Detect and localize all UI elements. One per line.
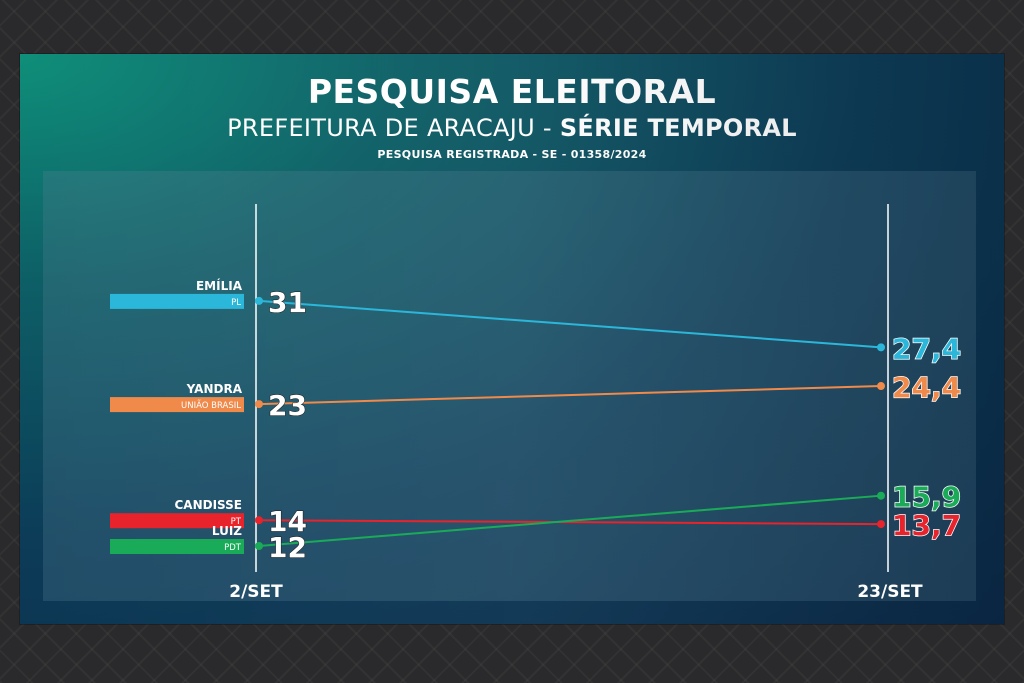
party-label-emilia: PL — [231, 298, 241, 308]
party-label-yandra: UNIÃO BRASIL — [181, 400, 241, 411]
candidate-name-emilia: EMÍLIA — [196, 278, 243, 293]
value-start-luiz: 12 — [268, 531, 307, 564]
series-line-emilia — [258, 299, 882, 349]
point-start-yandra — [255, 400, 263, 409]
value-end-yandra: 24,4 — [892, 371, 961, 404]
party-label-candisse: PT — [231, 517, 242, 527]
party-bar-yandra — [110, 397, 244, 413]
point-end-luiz — [877, 491, 885, 500]
value-start-yandra: 23 — [268, 389, 307, 422]
series-line-yandra — [258, 385, 882, 406]
party-bar-emilia — [110, 293, 244, 309]
candidate-name-yandra: YANDRA — [186, 382, 243, 396]
series-line-candisse — [258, 519, 882, 526]
party-bar-candisse — [110, 513, 244, 529]
value-end-candisse: 13,7 — [892, 509, 961, 542]
candidate-name-candisse: CANDISSE — [174, 498, 242, 512]
chart-title: PESQUISA ELEITORAL — [307, 72, 717, 111]
party-label-luiz: PDT — [224, 543, 242, 553]
plot-panel — [43, 171, 976, 601]
point-end-emilia — [877, 343, 885, 352]
point-end-yandra — [877, 382, 885, 391]
subtitle-main: PREFEITURA DE ARACAJU - — [227, 114, 560, 142]
point-start-emilia — [255, 296, 263, 305]
value-start-emilia: 31 — [268, 286, 307, 319]
registration-note: PESQUISA REGISTRADA - SE - 01358/2024 — [377, 148, 647, 161]
point-end-candisse — [877, 520, 885, 529]
point-start-luiz — [255, 542, 263, 550]
chart-subtitle: PREFEITURA DE ARACAJU - SÉRIE TEMPORAL — [20, 114, 1004, 142]
subtitle-bold: SÉRIE TEMPORAL — [559, 114, 797, 142]
candidate-name-luiz: LUIZ — [212, 524, 242, 538]
x-label-end: 23/SET — [857, 582, 923, 602]
party-bar-luiz — [110, 539, 244, 554]
value-end-luiz: 15,9 — [892, 481, 961, 514]
point-start-candisse — [255, 516, 263, 525]
chart-card: PESQUISA ELEITORAL PREFEITURA DE ARACAJU… — [20, 54, 1004, 624]
x-label-start: 2/SET — [229, 582, 283, 602]
series-line-luiz — [258, 494, 882, 547]
value-end-emilia: 27,4 — [892, 332, 961, 365]
value-start-candisse: 14 — [268, 505, 307, 538]
